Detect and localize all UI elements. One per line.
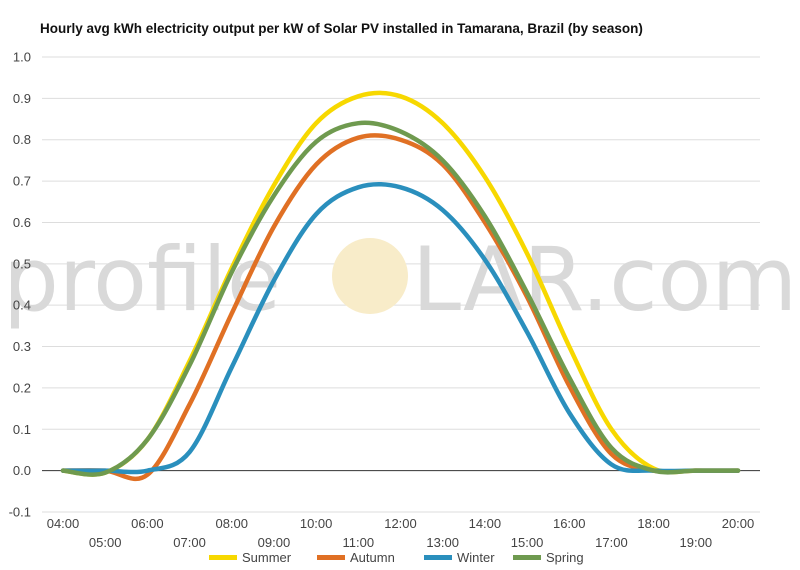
y-tick-label: 0.4 xyxy=(13,298,31,313)
watermark-sun-icon xyxy=(332,238,408,314)
legend-swatch xyxy=(317,555,345,560)
x-tick-label: 12:00 xyxy=(384,516,417,531)
y-tick-label: 0.6 xyxy=(13,215,31,230)
y-tick-label: -0.1 xyxy=(9,505,31,520)
series-lines xyxy=(60,90,741,482)
legend-swatch xyxy=(513,555,541,560)
series-line-winter xyxy=(60,181,741,475)
x-tick-label: 16:00 xyxy=(553,516,586,531)
y-tick-label: 0.7 xyxy=(13,174,31,189)
chart-title: Hourly avg kWh electricity output per kW… xyxy=(40,21,643,36)
legend-label: Summer xyxy=(242,550,292,565)
x-tick-label: 14:00 xyxy=(469,516,502,531)
grid xyxy=(42,56,760,513)
x-tick-label: 05:00 xyxy=(89,535,122,550)
watermark-left: profile xyxy=(3,228,281,331)
x-tick-label: 08:00 xyxy=(215,516,248,531)
legend[interactable]: Summer Autumn Winter Spring xyxy=(209,550,584,565)
x-tick-label: 20:00 xyxy=(722,516,755,531)
y-tick-label: 0.0 xyxy=(13,463,31,478)
legend-item-spring[interactable]: Spring xyxy=(513,550,584,565)
series-line-spring xyxy=(60,120,741,477)
y-tick-label: 1.0 xyxy=(13,50,31,65)
y-tick-label: 0.3 xyxy=(13,339,31,354)
x-tick-label: 11:00 xyxy=(343,535,375,550)
y-axis: -0.1 0.0 0.1 0.2 0.3 0.4 0.5 0.6 0.7 0.8 0.9 1.0 xyxy=(9,50,31,520)
series-line-autumn xyxy=(60,133,741,482)
x-tick-label: 18:00 xyxy=(637,516,670,531)
x-tick-label: 13:00 xyxy=(426,535,459,550)
watermark-right: LAR.com xyxy=(412,228,797,331)
x-tick-label: 07:00 xyxy=(173,535,206,550)
x-tick-label: 06:00 xyxy=(131,516,164,531)
x-tick-label: 09:00 xyxy=(258,535,291,550)
x-axis: 04:00 05:00 06:00 07:00 08:00 09:00 10:00 11:00… xyxy=(47,516,755,550)
watermark: profile LAR.com xyxy=(3,228,797,331)
legend-label: Spring xyxy=(546,550,584,565)
y-tick-label: 0.8 xyxy=(13,132,31,147)
x-tick-label: 10:00 xyxy=(300,516,333,531)
legend-item-autumn[interactable]: Autumn xyxy=(317,550,395,565)
x-tick-label: 04:00 xyxy=(47,516,80,531)
y-tick-label: 0.9 xyxy=(13,91,31,106)
y-tick-label: 0.2 xyxy=(13,380,31,395)
legend-swatch xyxy=(424,555,452,560)
legend-swatch xyxy=(209,555,237,560)
legend-item-winter[interactable]: Winter xyxy=(424,550,495,565)
x-tick-label: 19:00 xyxy=(680,535,713,550)
y-tick-label: 0.5 xyxy=(13,256,31,271)
x-tick-label: 15:00 xyxy=(511,535,544,550)
legend-label: Winter xyxy=(457,550,495,565)
x-tick-label: 17:00 xyxy=(595,535,628,550)
legend-label: Autumn xyxy=(350,550,395,565)
y-tick-label: 0.1 xyxy=(13,422,31,437)
legend-item-summer[interactable]: Summer xyxy=(209,550,292,565)
